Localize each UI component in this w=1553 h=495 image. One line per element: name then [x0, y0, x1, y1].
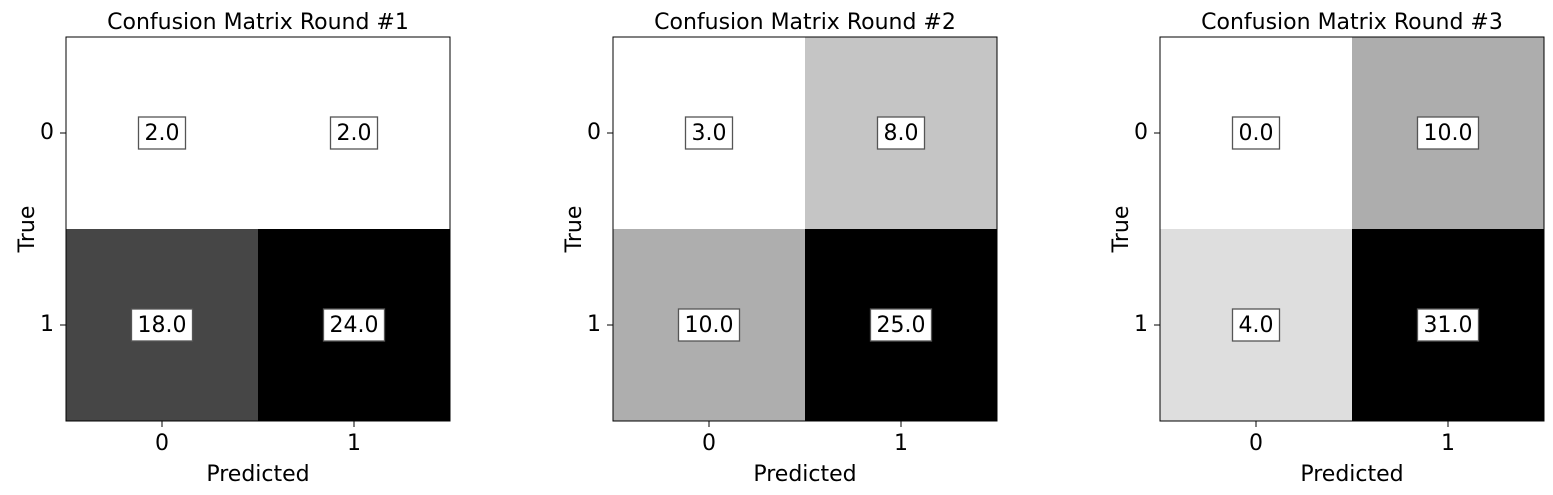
x-axis-label: Predicted: [206, 462, 309, 487]
chart-title: Confusion Matrix Round #2: [654, 10, 956, 35]
cell-value-label: 2.0: [337, 121, 372, 146]
cell-label-box: [1231, 308, 1281, 342]
x-tick-label: 1: [347, 431, 361, 456]
y-tick-label: 1: [1134, 312, 1148, 337]
y-tick-label: 1: [587, 312, 601, 337]
cell-value-label: 8.0: [884, 121, 919, 146]
plot-frame: [1159, 36, 1545, 422]
cell-value-label: 10.0: [1424, 121, 1473, 146]
cell-label-box: [677, 308, 741, 342]
plot-frame: [65, 36, 451, 422]
cell-value-label: 18.0: [138, 313, 187, 338]
cell-label-box: [130, 308, 194, 342]
cell-label-box: [1231, 116, 1281, 150]
cell-label-box: [1416, 308, 1480, 342]
cell-label-box: [876, 116, 926, 150]
cell-label-box: [329, 116, 379, 150]
y-axis-label: True: [562, 206, 587, 254]
cell-value-label: 25.0: [877, 313, 926, 338]
cell-label-box: [322, 308, 386, 342]
cell-value-label: 0.0: [1239, 121, 1274, 146]
confusion-matrix-panel-3: 0.0 10.0 4.0 31.0 Confusion Matrix Round #3 0…: [1109, 10, 1545, 487]
x-tick-label: 0: [1249, 431, 1263, 456]
cell-value-label: 24.0: [330, 313, 379, 338]
chart-title: Confusion Matrix Round #3: [1201, 10, 1503, 35]
y-tick-label: 1: [40, 312, 54, 337]
cell-label-box: [137, 116, 187, 150]
chart-title: Confusion Matrix Round #1: [107, 10, 409, 35]
cell-label-box: [869, 308, 933, 342]
cell-value-label: 2.0: [145, 121, 180, 146]
cell-value-label: 4.0: [1239, 313, 1274, 338]
cell-label-box: [1416, 116, 1480, 150]
y-axis-label: True: [15, 206, 40, 254]
y-tick-label: 0: [587, 120, 601, 145]
x-axis-label: Predicted: [753, 462, 856, 487]
x-tick-label: 1: [894, 431, 908, 456]
confusion-matrix-panel-2: 3.0 8.0 10.0 25.0 Confusion Matrix Round #2 0…: [562, 10, 998, 487]
plot-frame: [612, 36, 998, 422]
y-tick-label: 0: [40, 120, 54, 145]
cell-value-label: 10.0: [685, 313, 734, 338]
x-tick-label: 0: [155, 431, 169, 456]
y-axis-label: True: [1109, 206, 1134, 254]
x-axis-label: Predicted: [1300, 462, 1403, 487]
x-tick-label: 1: [1441, 431, 1455, 456]
cell-value-label: 31.0: [1424, 313, 1473, 338]
y-tick-label: 0: [1134, 120, 1148, 145]
x-tick-label: 0: [702, 431, 716, 456]
cell-value-label: 3.0: [692, 121, 727, 146]
confusion-matrix-panel-1: 2.0 2.0 18.0 24.0 Confusion Matrix Round #1 0…: [15, 10, 451, 487]
cell-label-box: [684, 116, 734, 150]
